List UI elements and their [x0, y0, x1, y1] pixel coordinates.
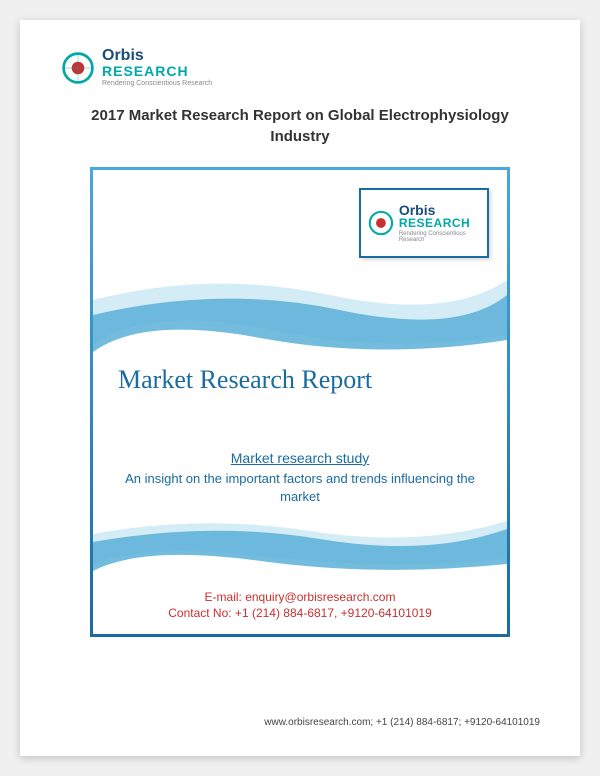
cover-wave-top: [93, 260, 507, 380]
logo-brand-name: Orbis: [102, 48, 212, 64]
orbis-logo-icon: [60, 50, 96, 86]
cover-orbis-logo-icon: [367, 207, 395, 239]
header-logo-text: Orbis RESEARCH Rendering Conscientious R…: [102, 48, 212, 87]
cover-study-block: Market research study An insight on the …: [93, 450, 507, 506]
cover-main-heading: Market Research Report: [118, 365, 372, 395]
cover-logo-brand-name: Orbis: [399, 203, 481, 217]
cover-logo-box: Orbis RESEARCH Rendering Conscientious R…: [359, 188, 489, 258]
document-page: Orbis RESEARCH Rendering Conscientious R…: [20, 20, 580, 756]
cover-logo-brand-subname: RESEARCH: [399, 217, 481, 229]
cover-logo-tagline: Rendering Conscientious Research: [399, 231, 481, 243]
cover-contact-email: E-mail: enquiry@orbisresearch.com: [93, 590, 507, 604]
logo-tagline: Rendering Conscientious Research: [102, 80, 212, 87]
cover-study-subtitle: An insight on the important factors and …: [113, 470, 487, 506]
report-title: 2017 Market Research Report on Global El…: [60, 105, 540, 147]
cover-contact-phone: Contact No: +1 (214) 884-6817, +9120-641…: [93, 606, 507, 620]
cover-contact: E-mail: enquiry@orbisresearch.com Contac…: [93, 590, 507, 620]
logo-brand-subname: RESEARCH: [102, 64, 212, 78]
header-logo: Orbis RESEARCH Rendering Conscientious R…: [60, 48, 540, 87]
cover-study-title: Market research study: [113, 450, 487, 466]
page-footer: www.orbisresearch.com; +1 (214) 884-6817…: [264, 717, 540, 728]
report-cover: Orbis RESEARCH Rendering Conscientious R…: [90, 167, 510, 637]
cover-wave-bottom: [93, 509, 507, 579]
